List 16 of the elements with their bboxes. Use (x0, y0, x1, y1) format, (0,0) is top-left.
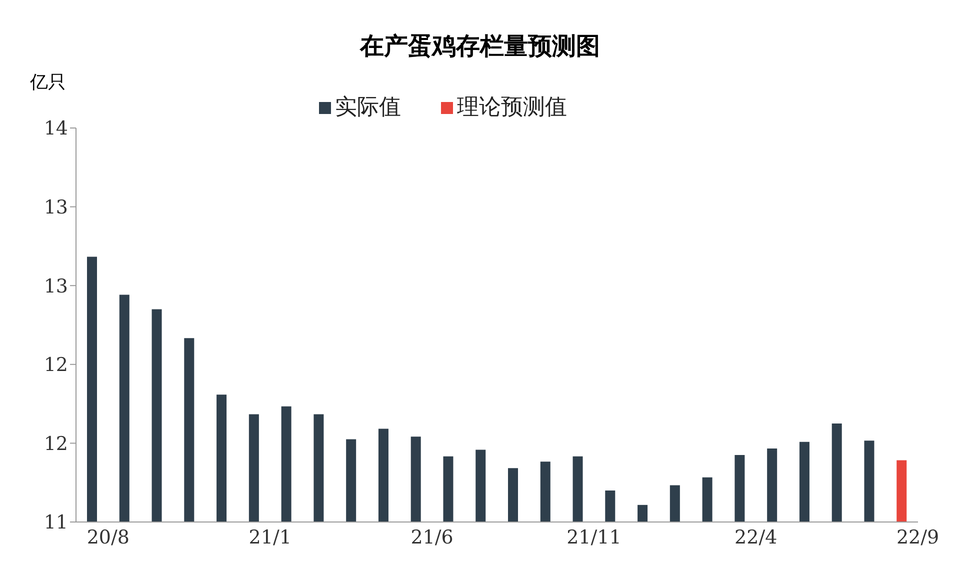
y-tick-label: 13 (44, 196, 68, 219)
x-tick-label: 21/11 (566, 526, 622, 548)
x-tick-label: 22/9 (896, 526, 940, 548)
y-tick-label: 13 (44, 275, 68, 298)
y-tick-label: 14 (44, 118, 68, 140)
legend-label: 实际值 (335, 95, 401, 120)
x-tick-label: 21/6 (410, 526, 454, 548)
legend-label: 理论预测值 (457, 95, 567, 120)
y-tick-label: 11 (44, 512, 68, 534)
chart-title: 在产蛋鸡存栏量预测图 (358, 31, 601, 62)
y-tick-label: 12 (44, 354, 68, 376)
y-tick-label: 12 (44, 432, 68, 455)
x-tick-label: 22/4 (734, 526, 778, 548)
x-tick-label: 20/8 (86, 526, 130, 548)
y-axis-title: 亿只 (30, 71, 66, 94)
x-tick-label: 21/1 (248, 526, 292, 548)
